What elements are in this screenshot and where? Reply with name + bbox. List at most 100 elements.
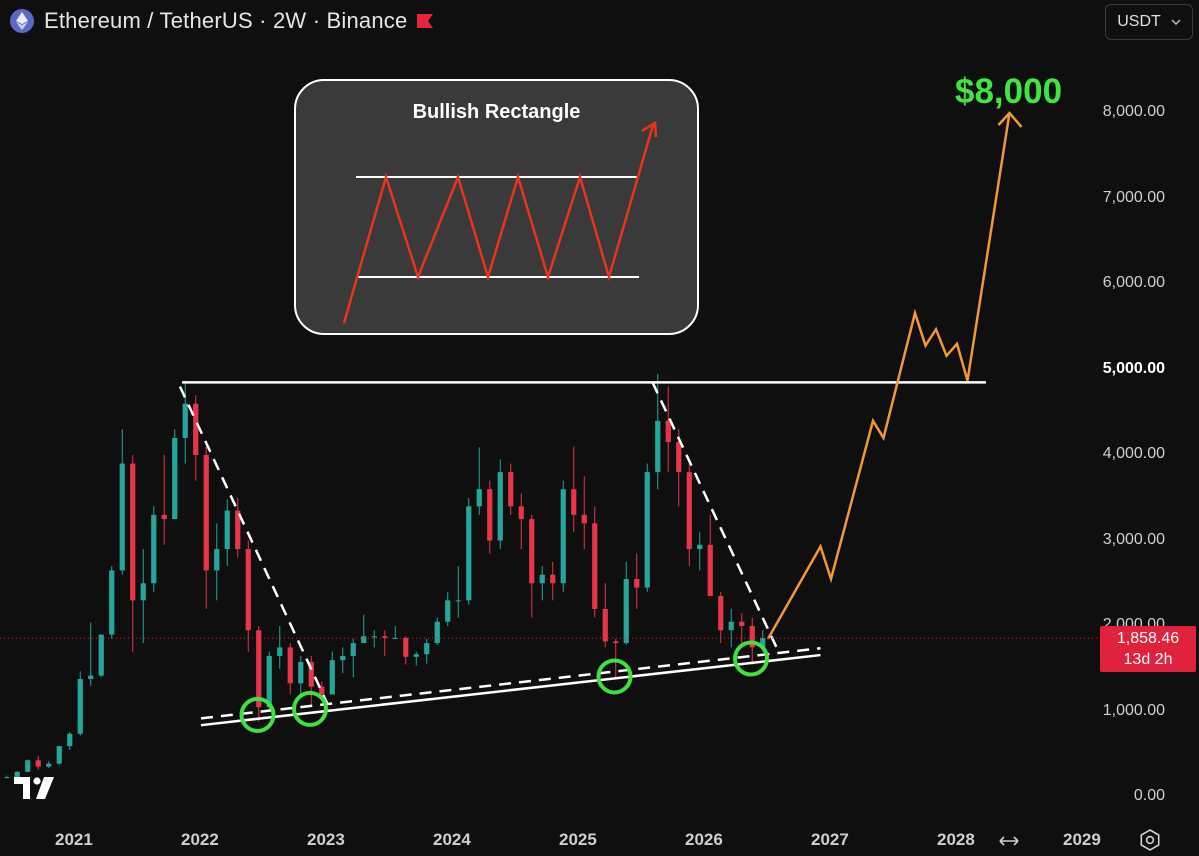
candle-body bbox=[518, 506, 524, 520]
y-tick-label: 5,000.00 bbox=[1102, 359, 1165, 377]
candles bbox=[4, 373, 766, 779]
candle-body bbox=[455, 600, 461, 602]
candle-body bbox=[434, 621, 440, 644]
candle-body bbox=[340, 655, 346, 661]
candle-body bbox=[697, 544, 703, 550]
candle-body bbox=[193, 403, 199, 455]
pattern-diagram bbox=[342, 120, 658, 324]
last-price: 1,858.46 bbox=[1116, 630, 1180, 647]
candle-body bbox=[182, 403, 188, 438]
y-tick-label: 7,000.00 bbox=[1102, 188, 1165, 206]
candle-body bbox=[466, 506, 472, 601]
candle-body bbox=[130, 463, 136, 601]
candle-body bbox=[67, 733, 73, 747]
x-tick-label: 2024 bbox=[433, 830, 471, 849]
candle-body bbox=[623, 578, 629, 644]
candle-body bbox=[403, 637, 409, 657]
candle-body bbox=[728, 621, 734, 631]
candle-body bbox=[14, 771, 20, 778]
x-tick-label: 2027 bbox=[811, 830, 849, 849]
candle-body bbox=[550, 574, 556, 584]
resize-icon[interactable] bbox=[998, 833, 1020, 849]
x-tick-label: 2026 bbox=[685, 830, 723, 849]
tradingview-logo[interactable] bbox=[14, 777, 58, 799]
candle-body bbox=[329, 660, 335, 695]
x-tick-label: 2029 bbox=[1063, 830, 1101, 849]
candle-body bbox=[529, 519, 535, 584]
x-tick-label: 2021 bbox=[55, 830, 93, 849]
candle-body bbox=[371, 636, 377, 638]
settings-icon[interactable] bbox=[1139, 829, 1161, 851]
ethereum-icon bbox=[10, 9, 34, 33]
candle-body bbox=[256, 630, 262, 708]
y-tick-label: 0.00 bbox=[1133, 787, 1165, 804]
candle-body bbox=[77, 679, 83, 734]
candle-body bbox=[266, 655, 272, 708]
candle-body bbox=[361, 636, 367, 644]
currency-selector[interactable]: USDT bbox=[1105, 4, 1193, 40]
candle-body bbox=[172, 437, 178, 520]
y-tick-label: 1,000.00 bbox=[1102, 701, 1165, 719]
chart-header: Ethereum / TetherUS · 2W · Binance bbox=[10, 8, 434, 34]
candle-body bbox=[382, 636, 388, 638]
downtrend-line bbox=[651, 381, 780, 653]
candle-body bbox=[539, 574, 545, 584]
candle-body bbox=[277, 647, 283, 656]
symbol-title[interactable]: Ethereum / TetherUS · 2W · Binance bbox=[44, 8, 408, 33]
candle-body bbox=[35, 760, 41, 767]
candle-body bbox=[571, 489, 577, 515]
candle-body bbox=[56, 746, 62, 764]
candle-body bbox=[46, 763, 52, 767]
candle-body bbox=[298, 661, 304, 684]
candle-body bbox=[287, 647, 293, 684]
candle-body bbox=[592, 523, 598, 609]
y-tick-label: 3,000.00 bbox=[1102, 530, 1165, 548]
candle-body bbox=[308, 661, 314, 687]
x-tick-label: 2022 bbox=[181, 830, 219, 849]
x-tick-label: 2023 bbox=[307, 830, 345, 849]
support-touch-circle bbox=[596, 658, 633, 695]
candle-body bbox=[707, 544, 713, 597]
pattern-inset: Bullish Rectangle bbox=[294, 79, 699, 335]
currency-label: USDT bbox=[1117, 13, 1161, 30]
inset-title: Bullish Rectangle bbox=[412, 101, 581, 123]
support-line-dashed bbox=[200, 646, 821, 720]
candle-body bbox=[602, 608, 608, 642]
target-label: $8,000 bbox=[955, 72, 1063, 111]
candle-body bbox=[497, 472, 503, 541]
candle-body bbox=[88, 675, 94, 680]
candle-body bbox=[161, 514, 167, 520]
support-line bbox=[200, 653, 821, 727]
candle-body bbox=[581, 514, 587, 524]
candle-body bbox=[718, 596, 724, 631]
candle-body bbox=[749, 626, 755, 648]
candle-body bbox=[203, 455, 209, 571]
candle-body bbox=[665, 420, 671, 443]
candle-body bbox=[392, 637, 398, 639]
last-price-tag: 1,858.46 13d 2h bbox=[1100, 626, 1196, 672]
x-tick-label: 2028 bbox=[937, 830, 975, 849]
flag-icon[interactable] bbox=[417, 14, 434, 28]
candle-body bbox=[413, 654, 419, 657]
candle-body bbox=[644, 472, 650, 588]
candle-body bbox=[476, 489, 482, 507]
candle-body bbox=[508, 472, 514, 507]
projection-arrowhead bbox=[997, 111, 1023, 128]
support-touch-circle bbox=[733, 640, 769, 677]
y-tick-label: 4,000.00 bbox=[1102, 445, 1165, 462]
candle-body bbox=[98, 634, 104, 676]
candle-body bbox=[445, 600, 451, 622]
candle-body bbox=[151, 514, 157, 584]
candle-body bbox=[686, 472, 692, 550]
downtrend-line bbox=[178, 386, 329, 704]
candle-body bbox=[109, 570, 115, 635]
candle-body bbox=[214, 549, 220, 571]
candle-body bbox=[4, 777, 10, 779]
candle-body bbox=[350, 643, 356, 656]
x-tick-label: 2025 bbox=[559, 830, 597, 849]
y-tick-label: 6,000.00 bbox=[1102, 274, 1165, 291]
candle-body bbox=[424, 643, 430, 655]
candle-body bbox=[140, 583, 146, 601]
candle-body bbox=[235, 510, 241, 550]
